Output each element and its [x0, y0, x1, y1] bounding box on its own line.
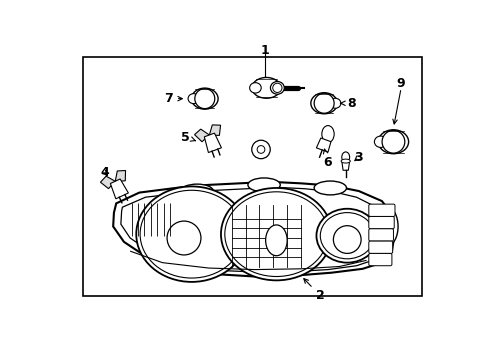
Ellipse shape	[181, 184, 213, 198]
Text: 4: 4	[100, 166, 109, 179]
Ellipse shape	[251, 77, 280, 98]
Ellipse shape	[341, 152, 349, 162]
Ellipse shape	[341, 159, 349, 163]
Ellipse shape	[221, 188, 331, 280]
Polygon shape	[194, 129, 209, 142]
PathPatch shape	[121, 187, 386, 272]
Circle shape	[251, 140, 270, 159]
Polygon shape	[316, 138, 330, 152]
Polygon shape	[115, 171, 125, 181]
Text: 2: 2	[303, 279, 324, 302]
Text: 9: 9	[396, 77, 405, 90]
Polygon shape	[100, 176, 115, 189]
FancyBboxPatch shape	[368, 241, 392, 253]
Ellipse shape	[316, 209, 377, 263]
Circle shape	[272, 83, 282, 93]
Ellipse shape	[191, 88, 218, 109]
Text: 8: 8	[340, 97, 355, 110]
Ellipse shape	[320, 213, 373, 259]
Circle shape	[313, 93, 333, 113]
FancyBboxPatch shape	[368, 229, 393, 241]
Text: 5: 5	[181, 131, 195, 144]
Bar	[83, 57, 421, 296]
Polygon shape	[110, 179, 128, 199]
Text: 6: 6	[323, 149, 332, 169]
Circle shape	[333, 226, 360, 253]
Ellipse shape	[140, 190, 243, 278]
FancyBboxPatch shape	[368, 253, 391, 266]
Ellipse shape	[376, 207, 397, 246]
Ellipse shape	[224, 192, 327, 276]
Ellipse shape	[136, 186, 246, 282]
Ellipse shape	[374, 136, 386, 148]
Ellipse shape	[378, 130, 408, 154]
Ellipse shape	[270, 81, 284, 94]
Polygon shape	[209, 125, 220, 135]
Circle shape	[194, 89, 214, 109]
FancyBboxPatch shape	[368, 204, 394, 216]
Ellipse shape	[321, 126, 333, 143]
Ellipse shape	[249, 83, 261, 93]
Circle shape	[257, 145, 264, 153]
Ellipse shape	[188, 94, 199, 104]
Ellipse shape	[310, 93, 337, 114]
FancyBboxPatch shape	[368, 216, 393, 229]
Ellipse shape	[313, 181, 346, 195]
Text: 7: 7	[164, 92, 182, 105]
Ellipse shape	[265, 225, 286, 256]
Ellipse shape	[247, 178, 280, 192]
Polygon shape	[341, 161, 349, 170]
Text: 1: 1	[260, 44, 269, 57]
PathPatch shape	[113, 182, 394, 276]
Circle shape	[381, 130, 404, 153]
Circle shape	[167, 221, 201, 255]
Text: 3: 3	[354, 150, 363, 164]
Polygon shape	[204, 133, 221, 153]
Ellipse shape	[329, 98, 340, 108]
